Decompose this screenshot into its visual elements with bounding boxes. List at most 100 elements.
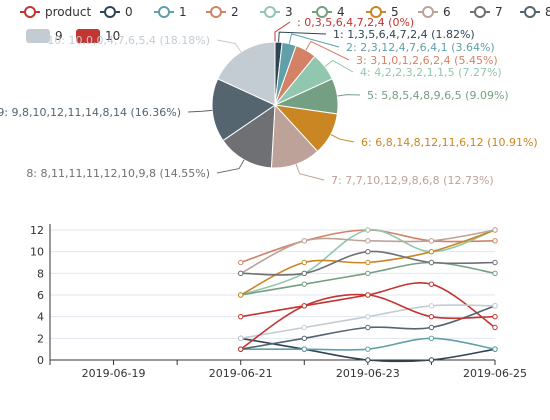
pie-label: 2: 2,3,12,4,7,6,4,1 (3.64%)	[346, 41, 495, 54]
data-point[interactable]	[365, 270, 371, 277]
pie-label: 5: 5,8,5,4,8,9,6,5 (9.09%)	[367, 89, 509, 102]
data-point[interactable]	[301, 281, 307, 287]
data-point[interactable]	[492, 324, 498, 331]
legend[interactable]: product 0 1 2 3 4 5 6 7 8 9 10	[20, 5, 550, 43]
pie-label: : 0,3,5,6,4,7,2,4 (0%)	[297, 16, 414, 29]
data-point[interactable]	[238, 259, 244, 266]
legend-label: 3	[285, 5, 293, 19]
pie-label: 10: 10,0,0,4,7,6,5,4 (18.18%)	[47, 34, 210, 47]
data-point[interactable]	[365, 227, 371, 233]
y-tick-label: 10	[30, 246, 44, 259]
data-point[interactable]	[238, 292, 244, 298]
pie-label: 8: 8,11,11,11,12,10,9,8 (14.55%)	[26, 167, 210, 180]
data-point[interactable]	[492, 227, 498, 233]
data-point[interactable]	[492, 259, 498, 266]
pie-slice-5[interactable]: 5: 5,8,5,4,8,9,6,5 (9.09%)	[273, 78, 509, 115]
data-point[interactable]	[365, 248, 371, 255]
legend-item-6[interactable]: 6	[418, 5, 451, 19]
pie-slice-4[interactable]: 4: 4,2,2,3,2,1,1,5 (7.27%)	[274, 55, 502, 106]
legend-label: 1	[179, 5, 187, 19]
data-point[interactable]	[492, 270, 498, 277]
legend-label: 2	[231, 5, 239, 19]
data-point[interactable]	[492, 346, 498, 352]
y-tick-label: 8	[37, 267, 44, 280]
x-tick-label: 2019-06-21	[209, 367, 273, 380]
data-point[interactable]	[492, 303, 498, 309]
pie-label: 9: 9,8,10,12,11,14,8,14 (16.36%)	[0, 106, 181, 119]
legend-item-10[interactable]: 10	[76, 29, 120, 43]
data-point[interactable]	[238, 313, 244, 320]
legend-item-product[interactable]: product	[20, 5, 91, 19]
legend-item-7[interactable]: 7	[470, 5, 503, 19]
pie-slice-6[interactable]: 6: 6,8,14,8,12,11,6,12 (10.91%)	[273, 104, 538, 153]
data-point[interactable]	[428, 248, 435, 255]
data-point[interactable]	[365, 324, 371, 331]
y-tick-label: 0	[37, 354, 44, 367]
data-point[interactable]	[428, 324, 435, 331]
pie-label: 3: 3,1,0,1,2,6,2,4 (5.45%)	[356, 54, 498, 67]
series-4[interactable]	[238, 259, 498, 298]
legend-item-0[interactable]: 0	[100, 5, 133, 19]
series-5[interactable]	[238, 227, 498, 298]
data-point[interactable]	[365, 357, 371, 363]
data-point[interactable]	[301, 270, 307, 277]
legend-label: 6	[443, 5, 451, 19]
data-point[interactable]	[238, 335, 244, 342]
data-point[interactable]	[365, 346, 371, 352]
data-point[interactable]	[428, 281, 435, 287]
y-tick-label: 4	[37, 311, 44, 324]
data-point[interactable]	[428, 238, 435, 244]
data-point[interactable]	[428, 303, 435, 309]
data-point[interactable]	[365, 313, 371, 320]
pie-label: 7: 7,7,10,12,9,8,6,8 (12.73%)	[331, 174, 494, 187]
line-chart: 0 2 4 6 8 10 12 2019-06-19 2019-06-21 2019-06-23 2…	[30, 224, 527, 380]
data-point[interactable]	[428, 357, 435, 363]
x-tick-label: 2019-06-25	[463, 367, 527, 380]
legend-item-1[interactable]: 1	[154, 5, 187, 19]
legend-label: product	[45, 5, 91, 19]
y-tick-label: 2	[37, 332, 44, 345]
legend-item-5[interactable]: 5	[366, 5, 399, 19]
data-point[interactable]	[301, 238, 307, 244]
data-point[interactable]	[238, 346, 244, 352]
legend-item-3[interactable]: 3	[260, 5, 293, 19]
series-7[interactable]	[238, 248, 498, 277]
legend-label: 10	[105, 29, 120, 43]
series-9[interactable]	[238, 303, 498, 342]
data-point[interactable]	[301, 335, 307, 342]
x-tick-label: 2019-06-19	[82, 367, 146, 380]
legend-item-4[interactable]: 4	[312, 5, 345, 19]
data-point[interactable]	[238, 270, 244, 277]
data-point[interactable]	[492, 238, 498, 244]
legend-item-8[interactable]: 8	[520, 5, 550, 19]
legend-item-2[interactable]: 2	[206, 5, 239, 19]
pie-slice-7[interactable]: 7: 7,7,10,12,9,8,6,8 (12.73%)	[270, 103, 494, 187]
data-point[interactable]	[365, 238, 371, 244]
data-point[interactable]	[365, 259, 371, 266]
pie-slice-10[interactable]: 10: 10,0,0,4,7,6,5,4 (18.18%)	[47, 34, 276, 106]
data-point[interactable]	[428, 313, 435, 320]
series-10[interactable]	[238, 292, 498, 352]
pie-slice-8[interactable]: 8: 8,11,11,11,12,10,9,8 (14.55%)	[26, 104, 276, 180]
legend-label: 4	[337, 5, 345, 19]
pie-label: 1: 1,3,5,6,4,7,2,4 (1.82%)	[333, 28, 475, 41]
data-point[interactable]	[301, 259, 307, 266]
legend-label: 0	[125, 5, 133, 19]
data-point[interactable]	[428, 259, 435, 266]
pie-slice-9[interactable]: 9: 9,8,10,12,11,14,8,14 (16.36%)	[0, 78, 277, 142]
data-point[interactable]	[492, 313, 498, 320]
data-point[interactable]	[428, 335, 435, 342]
pie-label: 4: 4,2,2,3,2,1,1,5 (7.27%)	[360, 66, 502, 79]
data-point[interactable]	[365, 292, 371, 298]
pie-slice-blank[interactable]: : 0,3,5,6,4,7,2,4 (0%)	[274, 16, 414, 42]
pie-label: 6: 6,8,14,8,12,11,6,12 (10.91%)	[361, 136, 538, 149]
data-point[interactable]	[301, 324, 307, 331]
legend-item-9[interactable]: 9	[26, 29, 63, 43]
x-tick-label: 2019-06-23	[336, 367, 400, 380]
data-point[interactable]	[301, 346, 307, 352]
data-point[interactable]	[301, 303, 307, 309]
legend-label: 7	[495, 5, 503, 19]
legend-label: 5	[391, 5, 399, 19]
legend-label: 9	[55, 29, 63, 43]
